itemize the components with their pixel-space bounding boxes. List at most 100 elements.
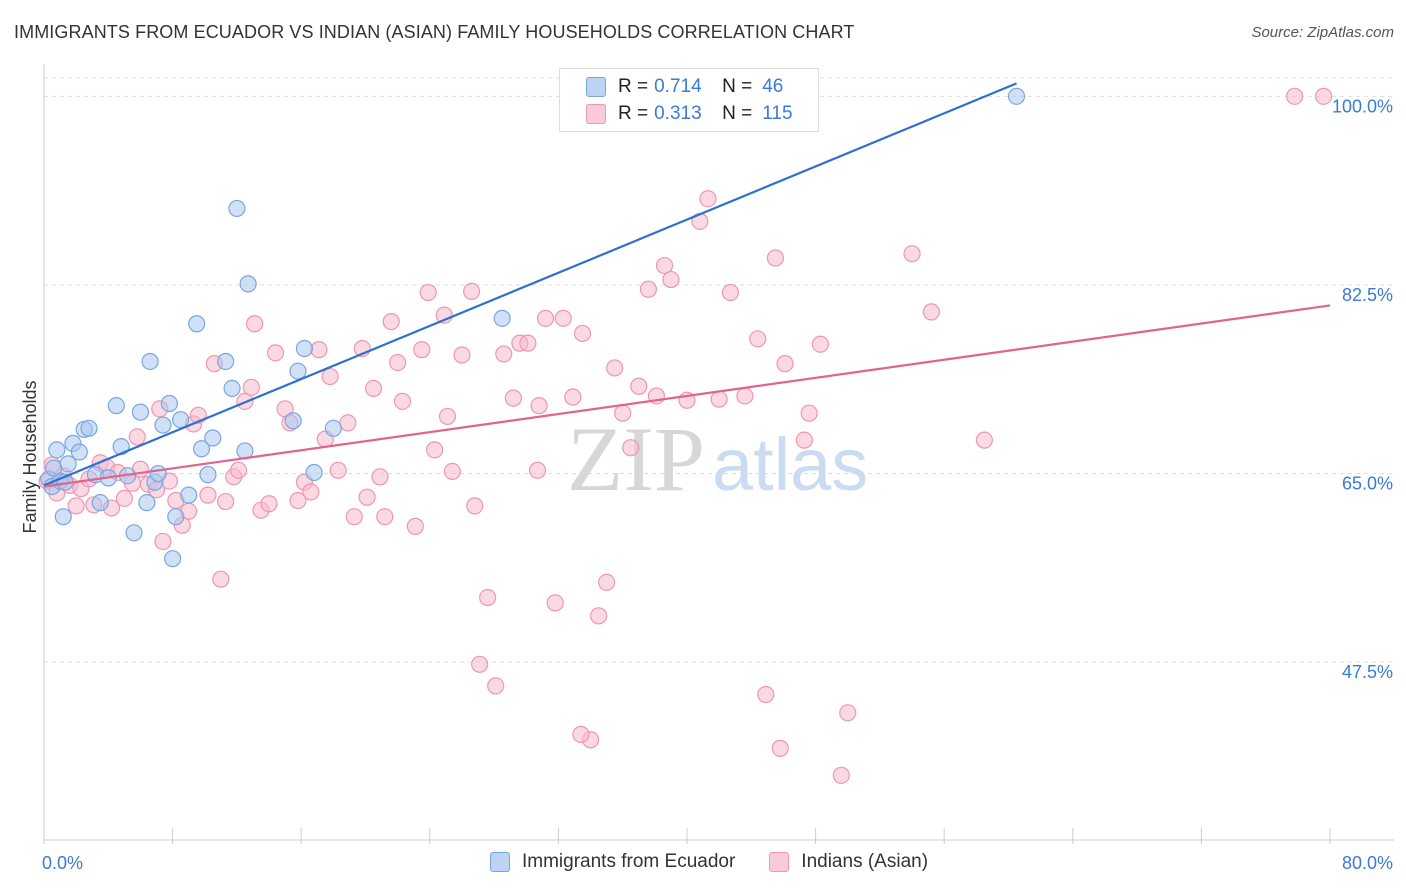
indian-point	[736, 387, 754, 405]
ecuador-point	[70, 443, 88, 461]
indian-point	[839, 704, 857, 722]
indian-point	[466, 497, 484, 515]
indian-point	[242, 378, 260, 396]
ecuador-point	[204, 429, 222, 447]
legend-r-label: R =	[618, 103, 649, 124]
ecuador-point	[223, 379, 241, 398]
indian-point	[154, 532, 172, 551]
indian-point	[389, 353, 407, 372]
ecuador-point	[199, 466, 217, 484]
indian-point	[199, 486, 217, 504]
x-tick-label: 80.0%	[1342, 853, 1393, 873]
indian-point	[530, 397, 548, 415]
indian-point	[630, 377, 648, 395]
indian-point	[471, 655, 489, 673]
indian-point	[115, 489, 133, 507]
indian-point	[589, 607, 608, 625]
ecuador-point	[217, 352, 235, 371]
ecuador-point	[125, 524, 143, 542]
ecuador-point	[493, 309, 511, 327]
indian-point	[757, 685, 775, 704]
indian-point	[598, 573, 616, 592]
indian-point	[721, 283, 740, 302]
ecuador-point	[107, 397, 125, 415]
indian-point	[462, 282, 481, 301]
indian-point	[229, 461, 248, 479]
indian-point	[655, 256, 674, 275]
ecuador-point	[160, 394, 178, 413]
indian-point	[795, 431, 813, 449]
data-points	[38, 87, 1333, 784]
trend-lines	[43, 82, 1331, 488]
indian-point	[771, 739, 789, 757]
ecuador-point	[172, 411, 190, 429]
indian-point	[364, 379, 383, 398]
indian-point	[495, 345, 513, 363]
indian-point	[536, 309, 555, 327]
indian-point	[266, 344, 285, 362]
indian-point	[339, 414, 357, 432]
ecuador-point	[305, 463, 323, 482]
ecuador-point	[54, 508, 72, 526]
ecuador-point	[141, 352, 159, 371]
indian-point	[289, 491, 307, 510]
indian-point	[766, 249, 785, 267]
indian-point	[382, 312, 400, 331]
indian-point	[329, 461, 347, 479]
ecuador-point	[154, 416, 172, 434]
indian-point	[438, 407, 457, 426]
indian-point	[260, 495, 278, 513]
indian-point	[572, 725, 590, 743]
watermark-atlas: atlas	[712, 423, 868, 506]
indian-point	[413, 341, 431, 359]
indian-point	[245, 315, 264, 333]
legend-r-label: R =	[618, 76, 649, 97]
indian-point	[519, 334, 537, 352]
y-tick-label: 47.5%	[1342, 662, 1393, 682]
series-swatch-pink	[769, 852, 790, 872]
indian-point	[504, 389, 522, 407]
y-tick-label: 100.0%	[1332, 96, 1393, 116]
ecuador-point	[1007, 87, 1026, 105]
axes: 47.5% 65.0% 82.5% 100.0% 0.0% 80.0%	[42, 64, 1394, 873]
indian-point	[358, 488, 376, 506]
ecuador-point	[289, 362, 307, 380]
indian-point	[487, 677, 505, 695]
legend-swatch-blue	[586, 77, 606, 97]
legend-n-value: 46	[762, 76, 784, 97]
y-tick-label: 82.5%	[1342, 285, 1393, 305]
chart-title: IMMIGRANTS FROM ECUADOR VS INDIAN (ASIAN…	[14, 22, 855, 42]
indian-point	[832, 766, 850, 784]
indian-point	[699, 190, 717, 208]
ecuador-point	[192, 440, 211, 458]
indian-point	[776, 355, 794, 373]
grid-lines	[44, 77, 1394, 663]
source-label: Source: ZipAtlas.com	[1251, 24, 1394, 41]
indian-point	[1286, 87, 1304, 105]
indian-point	[528, 461, 547, 479]
indian-point	[903, 245, 921, 263]
indian-point	[321, 367, 339, 386]
indian-point	[376, 508, 394, 526]
watermark-zip: ZIP	[567, 408, 705, 510]
ecuador-point	[188, 315, 206, 333]
y-axis-label: Family Households	[20, 380, 40, 533]
indian-point	[302, 483, 320, 501]
indian-point	[554, 309, 572, 327]
indian-point	[310, 341, 328, 359]
indian-point	[345, 508, 363, 526]
ecuador-point	[91, 494, 109, 512]
legend-r-value: 0.313	[654, 103, 702, 124]
legend-n-value: 115	[762, 103, 793, 124]
indian-point	[419, 283, 437, 302]
indian-point	[426, 441, 444, 459]
ecuador-point	[45, 459, 63, 477]
ecuador-point	[138, 494, 156, 512]
indian-point	[662, 270, 680, 289]
indian-point	[606, 359, 624, 377]
x-tick-label: 0.0%	[42, 853, 83, 873]
legend: R = 0.714 N = 46 R = 0.313 N = 115	[559, 68, 819, 132]
ecuador-point	[48, 441, 66, 459]
indian-point	[710, 390, 728, 408]
